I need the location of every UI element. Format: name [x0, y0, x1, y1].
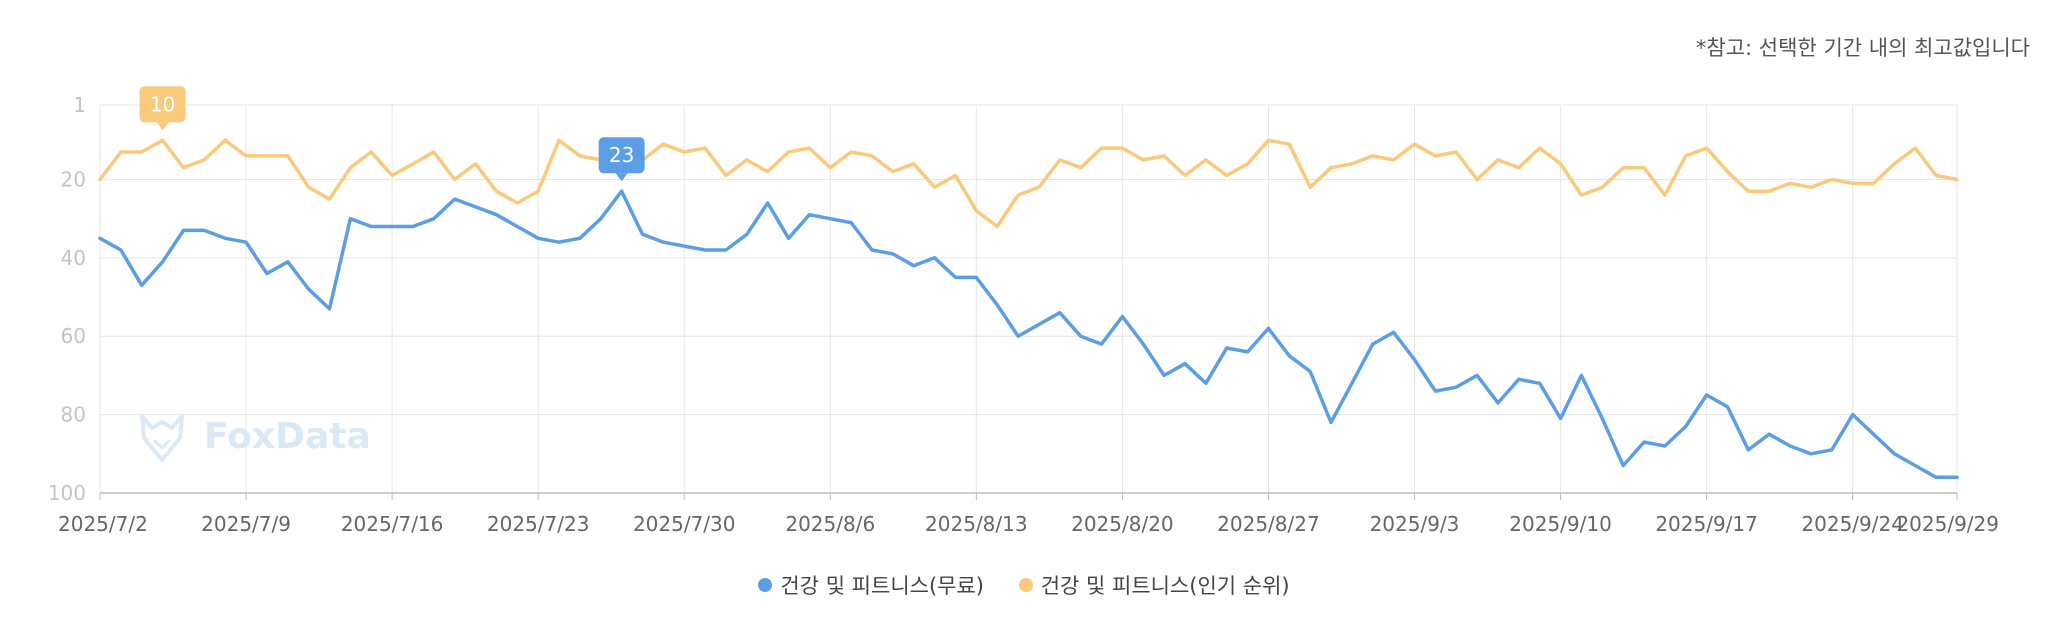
y-tick-label: 80: [61, 403, 86, 427]
y-tick-label: 60: [61, 324, 86, 348]
peak-tooltip-label: 23: [609, 143, 634, 167]
x-tick-label: 2025/9/24: [1801, 512, 1904, 536]
watermark: FoxData: [140, 414, 371, 462]
x-tick-label: 2025/7/23: [487, 512, 590, 536]
series-layer: [98, 138, 1959, 480]
peak-tooltip-pointer: [156, 122, 169, 131]
legend-dot-popular: [1018, 578, 1033, 592]
x-tick-label: 2025/9/29: [1896, 512, 1999, 536]
rank-line-chart: FoxData 1 20 40 60 80 100 2025/7/2 2025/7/9 2025…: [48, 86, 1999, 536]
x-tick-label: 2025/7/16: [341, 512, 444, 536]
peak-tooltip-label: 10: [150, 92, 175, 116]
series-line-0: [98, 189, 1959, 480]
grid-layer: [99, 104, 1958, 494]
y-tick-label: 1: [73, 93, 86, 117]
y-tick-label: 100: [48, 481, 86, 505]
x-tick-label: 2025/9/17: [1655, 512, 1758, 536]
legend: 건강 및 피트니스(무료) 건강 및 피트니스(인기 순위): [0, 570, 2048, 600]
tooltip-layer: 23 10: [139, 86, 645, 182]
legend-label-free: 건강 및 피트니스(무료): [780, 574, 984, 598]
legend-dot-free: [758, 578, 773, 592]
x-tick-label: 2025/9/3: [1370, 512, 1460, 536]
x-tick-label: 2025/8/27: [1217, 512, 1320, 536]
peak-tooltip-box: [139, 86, 186, 123]
legend-item-free[interactable]: 건강 및 피트니스(무료): [758, 570, 984, 600]
y-tick-label: 20: [61, 167, 86, 191]
x-tick-label: 2025/9/10: [1509, 512, 1612, 536]
axis-layer: 1 20 40 60 80 100 2025/7/2 2025/7/9 2025/7/16 202…: [48, 93, 1999, 536]
x-tick-label: 2025/7/30: [633, 512, 736, 536]
peak-tooltip-0: 23: [598, 137, 645, 182]
peak-tooltip-box: [598, 137, 645, 174]
legend-item-popular[interactable]: 건강 및 피트니스(인기 순위): [1018, 570, 1290, 600]
x-tick-label: 2025/8/13: [925, 512, 1028, 536]
peak-tooltip-pointer: [615, 173, 628, 182]
reference-note: *참고: 선택한 기간 내의 최고값입니다: [1695, 36, 2030, 60]
peak-tooltip-1: 10: [139, 86, 186, 131]
legend-label-popular: 건강 및 피트니스(인기 순위): [1040, 574, 1290, 598]
watermark-text: FoxData: [204, 416, 371, 457]
x-tick-label: 2025/7/9: [201, 512, 291, 536]
fox-logo-icon: [140, 414, 184, 462]
x-tick-label: 2025/8/20: [1071, 512, 1174, 536]
x-tick-label: 2025/7/2: [58, 512, 148, 536]
x-tick-label: 2025/8/6: [785, 512, 875, 536]
series-line-1: [98, 138, 1959, 229]
y-tick-label: 40: [61, 246, 86, 270]
